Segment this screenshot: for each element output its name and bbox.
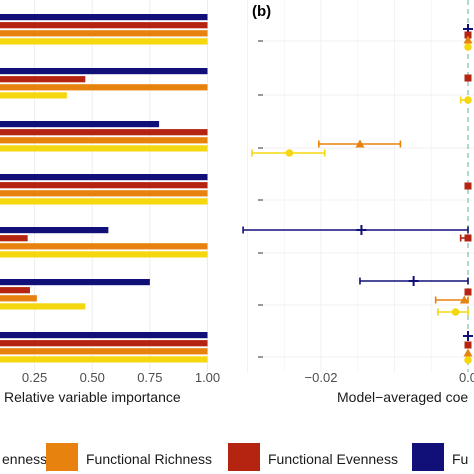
panel-b-x-axis-label: Model−averaged coe xyxy=(337,389,468,405)
bar-orange-group-5 xyxy=(0,243,208,250)
bar-red-group-7 xyxy=(0,340,208,347)
panel-a-bars xyxy=(0,14,208,363)
point-navy-group-7 xyxy=(463,331,473,341)
point-yellow-group-7 xyxy=(464,356,472,364)
bar-navy-group-7 xyxy=(0,332,208,339)
panel-b-x-tick-label: 0.0 xyxy=(459,370,474,385)
bar-orange-group-3 xyxy=(0,137,208,144)
panel-b-x-ticks: −0.02 0.0 xyxy=(305,370,474,385)
bar-yellow-group-3 xyxy=(0,145,208,152)
bar-navy-group-1 xyxy=(0,14,208,21)
bar-navy-group-6 xyxy=(0,279,150,286)
point-orange-group-7 xyxy=(463,348,473,357)
bar-yellow-group-4 xyxy=(0,198,208,205)
legend-label-2: Functional Evenness xyxy=(268,451,398,467)
panel-b-label: (b) xyxy=(252,3,271,20)
panel-a-x-ticks: 0.25 0.50 0.75 1.00 xyxy=(22,370,220,385)
bar-yellow-group-1 xyxy=(0,38,208,45)
legend-label-3: Fu xyxy=(452,451,468,467)
bar-yellow-group-5 xyxy=(0,251,208,258)
legend-swatch-richness xyxy=(46,443,78,471)
point-yellow-group-6 xyxy=(451,308,460,316)
bar-red-group-1 xyxy=(0,22,208,29)
point-orange-group-1 xyxy=(463,35,473,44)
bar-red-group-5 xyxy=(0,235,28,242)
point-red-group-7 xyxy=(464,341,472,349)
bar-orange-group-6 xyxy=(0,295,37,302)
legend-swatch-navy xyxy=(412,443,444,471)
bar-red-group-4 xyxy=(0,182,208,189)
panel-b-points xyxy=(242,24,473,364)
bar-navy-group-5 xyxy=(0,227,109,234)
bar-orange-group-1 xyxy=(0,30,208,37)
point-red-group-1 xyxy=(464,31,472,39)
bar-navy-group-2 xyxy=(0,68,208,75)
point-red-group-5 xyxy=(464,234,472,242)
bar-red-group-3 xyxy=(0,129,208,136)
bar-yellow-group-2 xyxy=(0,92,67,99)
point-yellow-group-2 xyxy=(464,96,472,104)
bar-orange-group-7 xyxy=(0,348,208,355)
bar-navy-group-3 xyxy=(0,121,160,128)
bar-red-group-2 xyxy=(0,76,86,83)
bar-navy-group-4 xyxy=(0,174,208,181)
point-red-group-4 xyxy=(464,182,472,190)
point-orange-group-3 xyxy=(355,139,365,148)
point-orange-group-6 xyxy=(459,295,469,304)
bar-yellow-group-7 xyxy=(0,356,208,363)
legend: enness Functional Richness Functional Ev… xyxy=(2,443,468,471)
point-red-group-2 xyxy=(464,74,472,82)
panel-a-x-tick-label: 1.00 xyxy=(195,370,220,385)
legend-label-0: enness xyxy=(2,451,47,467)
legend-swatch-evenness xyxy=(228,443,260,471)
point-red-group-6 xyxy=(464,288,472,296)
point-yellow-group-3 xyxy=(285,149,294,157)
bar-orange-group-2 xyxy=(0,84,208,91)
panel-b-gridlines xyxy=(247,0,474,372)
point-navy-group-5 xyxy=(356,225,367,235)
panel-a-x-axis-label: Relative variable importance xyxy=(4,389,181,405)
point-navy-group-6 xyxy=(408,276,419,286)
panel-b-coefficients: (b) −0.02 0.0 Model−averaged coe xyxy=(242,0,474,405)
bar-red-group-6 xyxy=(0,287,30,294)
bar-yellow-group-6 xyxy=(0,303,86,310)
bar-orange-group-4 xyxy=(0,190,208,197)
legend-label-1: Functional Richness xyxy=(86,451,212,467)
panel-a-x-tick-label: 0.25 xyxy=(22,370,47,385)
panel-b-x-tick-label: −0.02 xyxy=(305,370,338,385)
panel-a-x-tick-label: 0.75 xyxy=(137,370,162,385)
panel-a-x-tick-label: 0.50 xyxy=(80,370,105,385)
panel-a-importance: 0.25 0.50 0.75 1.00 Relative variable impor… xyxy=(0,0,220,405)
point-yellow-group-1 xyxy=(464,43,472,51)
